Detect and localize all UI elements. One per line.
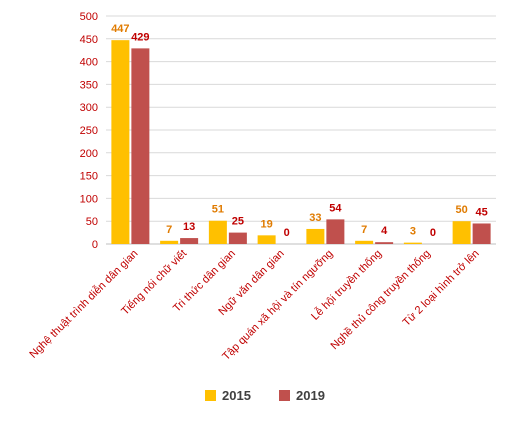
y-tick-label: 400: [80, 57, 98, 69]
data-label-2019-7: 45: [476, 206, 488, 218]
data-label-2015-7: 50: [456, 204, 468, 216]
bar-2015-7: [452, 221, 471, 244]
data-label-2019-5: 4: [381, 225, 388, 237]
legend: 2015 2019: [205, 388, 325, 403]
legend-label-2015: 2015: [222, 388, 251, 403]
data-label-2019-3: 0: [284, 227, 290, 239]
data-label-2015-0: 447: [111, 23, 129, 35]
bar-2019-0: [131, 48, 150, 244]
bar-2015-4: [306, 228, 325, 244]
bar-2019-5: [375, 242, 394, 244]
data-label-2019-2: 25: [232, 216, 244, 228]
data-label-2019-6: 0: [430, 227, 436, 239]
y-tick-label: 0: [92, 239, 98, 251]
data-label-2015-5: 7: [361, 224, 367, 236]
bar-2015-3: [257, 235, 276, 244]
data-label-2015-1: 7: [166, 224, 172, 236]
data-label-2015-6: 3: [410, 226, 416, 238]
legend-swatch-2019: [279, 390, 290, 401]
y-tick-label: 250: [80, 125, 98, 137]
bar-2019-7: [472, 223, 491, 244]
y-tick-label: 500: [80, 11, 98, 23]
data-label-2019-0: 429: [131, 31, 149, 43]
bar-2019-4: [326, 219, 345, 244]
bar-2015-0: [111, 40, 130, 244]
y-axis-ticks: 0 50 100 150 200 250 300 350 400 450 500: [80, 11, 98, 251]
y-tick-label: 300: [80, 102, 98, 114]
bar-2015-1: [160, 240, 179, 244]
y-tick-label: 350: [80, 79, 98, 91]
y-tick-label: 450: [80, 34, 98, 46]
bar-2015-5: [355, 240, 374, 244]
data-label-2019-4: 54: [329, 202, 342, 214]
legend-swatch-2015: [205, 390, 216, 401]
data-label-2015-2: 51: [212, 204, 224, 216]
y-tick-label: 150: [80, 171, 98, 183]
data-label-2015-3: 19: [261, 218, 273, 230]
gridlines: [106, 15, 496, 245]
x-tick-label: Nghề thủ công truyền thống: [329, 248, 433, 352]
bar-2015-2: [208, 220, 227, 244]
bar-2019-2: [228, 232, 247, 244]
y-tick-label: 50: [86, 216, 98, 228]
bars: [111, 40, 491, 244]
data-label-2019-1: 13: [183, 221, 195, 233]
bar-2015-6: [403, 242, 422, 244]
legend-label-2019: 2019: [296, 388, 325, 403]
data-label-2015-4: 33: [309, 212, 321, 224]
y-tick-label: 200: [80, 148, 98, 160]
y-tick-label: 100: [80, 193, 98, 205]
bar-2019-1: [180, 238, 199, 244]
